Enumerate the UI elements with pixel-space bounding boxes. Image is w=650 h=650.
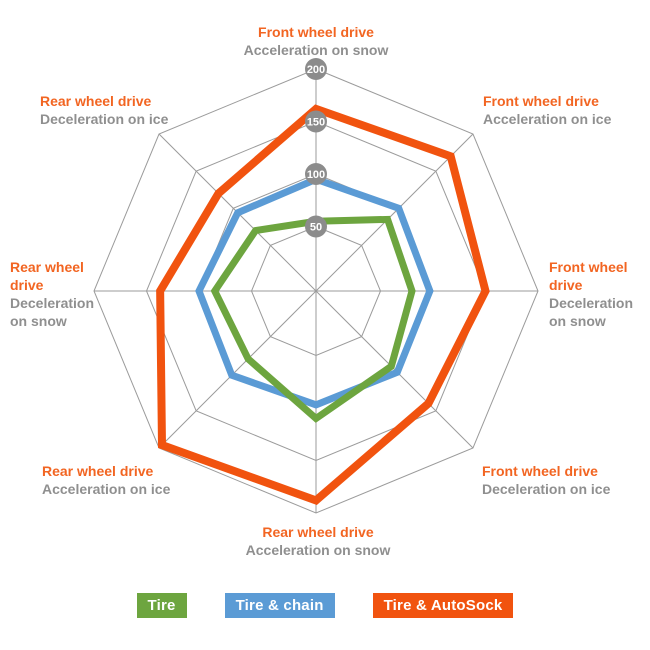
tick-bubble <box>305 215 327 238</box>
series-tire-autosock <box>156 104 490 505</box>
tick-bubble <box>305 110 327 133</box>
tick-label: 150 <box>307 117 325 129</box>
tick-bubble <box>305 163 327 185</box>
axis-label-condition: Deceleration on ice <box>482 480 611 497</box>
axis-label-drive: Rear wheel drive <box>262 524 374 540</box>
legend-item-tire: Tire <box>136 593 187 618</box>
axis-label-rwd-accel-ice: Rear wheel drive Acceleration on ice <box>42 463 170 499</box>
series-tire-chain <box>195 175 434 409</box>
tick-label: 200 <box>307 64 325 76</box>
axis-label-rwd-decel-snow: Rear wheel drive Deceleration on snow <box>10 259 114 331</box>
axis-label-condition: Acceleration on snow <box>243 41 389 58</box>
axis-label-fwd-accel-ice: Front wheel drive Acceleration on ice <box>483 93 611 129</box>
axis-label-condition: Deceleration on snow <box>549 294 634 329</box>
tick-bubble <box>305 58 327 80</box>
axis-label-drive: Front wheel drive <box>549 259 628 293</box>
axis-label-condition: Acceleration on ice <box>483 110 612 127</box>
grid-spoke <box>158 290 317 449</box>
axis-label-condition: Deceleration on snow <box>10 294 95 329</box>
legend-item-tire-chain: Tire & chain <box>224 593 335 618</box>
axis-label-fwd-decel-snow: Front wheel drive Deceleration on snow <box>549 259 649 331</box>
axis-label-drive: Rear wheel drive <box>10 259 84 293</box>
legend-item-tire-autosock: Tire & AutoSock <box>372 593 514 618</box>
axis-label-drive: Rear wheel drive <box>42 463 154 479</box>
series-tire <box>210 215 416 423</box>
axis-label-rwd-decel-ice: Rear wheel drive Deceleration on ice <box>40 93 168 129</box>
grid-spoke <box>315 133 474 292</box>
axis-label-drive: Front wheel drive <box>258 24 374 40</box>
axis-label-condition: Acceleration on snow <box>245 541 391 558</box>
tick-label: 50 <box>310 222 322 234</box>
axis-label-condition: Deceleration on ice <box>40 110 169 127</box>
grid-spoke <box>315 290 474 449</box>
axis-label-drive: Front wheel drive <box>482 463 598 479</box>
axis-label-drive: Front wheel drive <box>483 93 599 109</box>
axis-label-rwd-accel-snow: Rear wheel drive Acceleration on snow <box>246 524 391 560</box>
axis-label-fwd-accel-snow: Front wheel drive Acceleration on snow <box>244 24 389 60</box>
legend: Tire Tire & chain Tire & AutoSock <box>0 593 650 618</box>
axis-label-condition: Acceleration on ice <box>42 480 171 497</box>
axis-label-fwd-decel-ice: Front wheel drive Deceleration on ice <box>482 463 610 499</box>
axis-label-drive: Rear wheel drive <box>40 93 152 109</box>
tick-label: 100 <box>307 169 325 181</box>
